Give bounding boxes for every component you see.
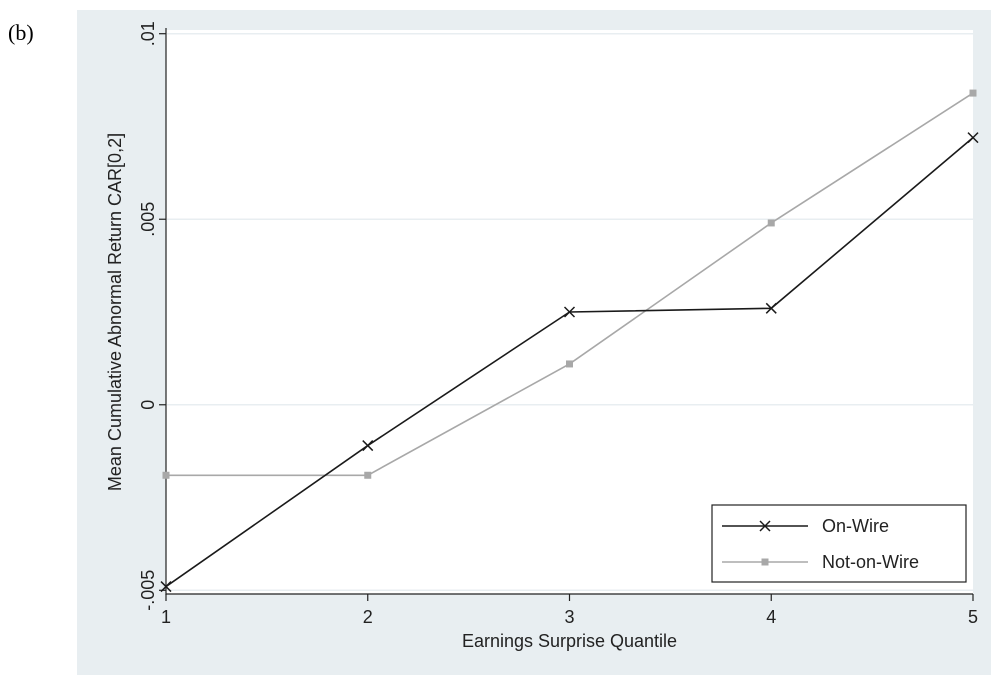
data-point [160,581,172,593]
x-tick-label: 4 [766,607,776,627]
legend-item: On-Wire [722,516,889,536]
data-point [566,360,573,368]
legend-marker [759,520,771,532]
data-point [767,219,775,227]
legend: On-Wire Not-on-Wire [711,504,967,583]
legend-box [711,504,967,583]
series-group [160,89,979,593]
series-on-wire [160,132,979,593]
data-point [362,440,374,452]
x-tick-label: 5 [968,607,978,627]
x-axis-label: Earnings Surprise Quantile [462,631,677,651]
y-tick-label: .01 [138,21,158,46]
legend-label: Not-on-Wire [822,552,919,572]
data-point [563,306,576,318]
y-tick-label: .005 [138,202,158,237]
x-tick-label: 3 [564,607,574,627]
data-point [765,302,777,314]
panel-label: (b) [8,20,34,45]
y-tick-label: -.005 [138,570,158,611]
x-tick-label: 1 [161,607,171,627]
gridlines [167,32,973,592]
data-point [364,471,372,479]
axes: -.005 0 .005 .01 1 2 3 4 5 [138,21,978,627]
data-point [969,89,977,97]
legend-marker [761,558,769,566]
legend-label: On-Wire [822,516,889,536]
y-axis-label: Mean Cumulative Abnormal Return CAR[0,2] [105,133,125,491]
y-tick-label: 0 [138,400,158,410]
data-point [162,471,170,479]
series-not-on-wire [162,89,977,479]
data-point [967,132,979,144]
x-tick-label: 2 [363,607,373,627]
legend-item: Not-on-Wire [722,552,919,572]
